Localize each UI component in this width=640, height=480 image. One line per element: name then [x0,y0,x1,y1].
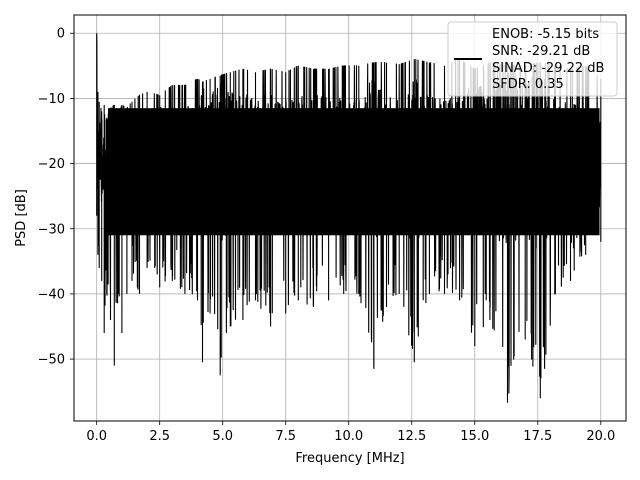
y-tick-label: −40 [38,287,65,302]
x-tick-label: 7.5 [275,429,296,444]
y-tick-label: −30 [38,222,65,237]
legend-sinad: SINAD: -29.22 dB [492,61,604,76]
x-axis: 0.0 2.5 5.0 7.5 10.0 12.5 15.0 17.5 20.0 [86,421,615,444]
psd-series-line [96,33,602,403]
y-axis-label: PSD [dB] [14,189,29,247]
legend-enob: ENOB: -5.15 bits [492,27,599,42]
x-tick-label: 20.0 [586,429,615,444]
y-tick-label: −20 [38,157,65,172]
x-tick-label: 0.0 [86,429,107,444]
axes-frame [73,14,627,422]
legend-box [447,21,618,97]
y-axis: 0 −10 −20 −30 −40 −50 [38,27,74,368]
y-tick-label: −10 [38,92,65,107]
x-tick-label: 15.0 [460,429,489,444]
legend-snr: SNR: -29.21 dB [492,44,590,59]
x-tick-label: 2.5 [149,429,170,444]
y-tick-label: −50 [38,353,65,368]
x-tick-label: 10.0 [334,429,363,444]
legend-sfdr: SFDR: 0.35 [492,77,564,92]
plot-area [96,33,602,403]
x-tick-label: 5.0 [212,429,233,444]
y-tick-label: 0 [57,27,65,42]
x-axis-label: Frequency [MHz] [295,451,404,466]
x-tick-label: 12.5 [397,429,426,444]
legend: ENOB: -5.15 bits SNR: -29.21 dB SINAD: -… [447,21,618,97]
x-tick-label: 17.5 [523,429,552,444]
